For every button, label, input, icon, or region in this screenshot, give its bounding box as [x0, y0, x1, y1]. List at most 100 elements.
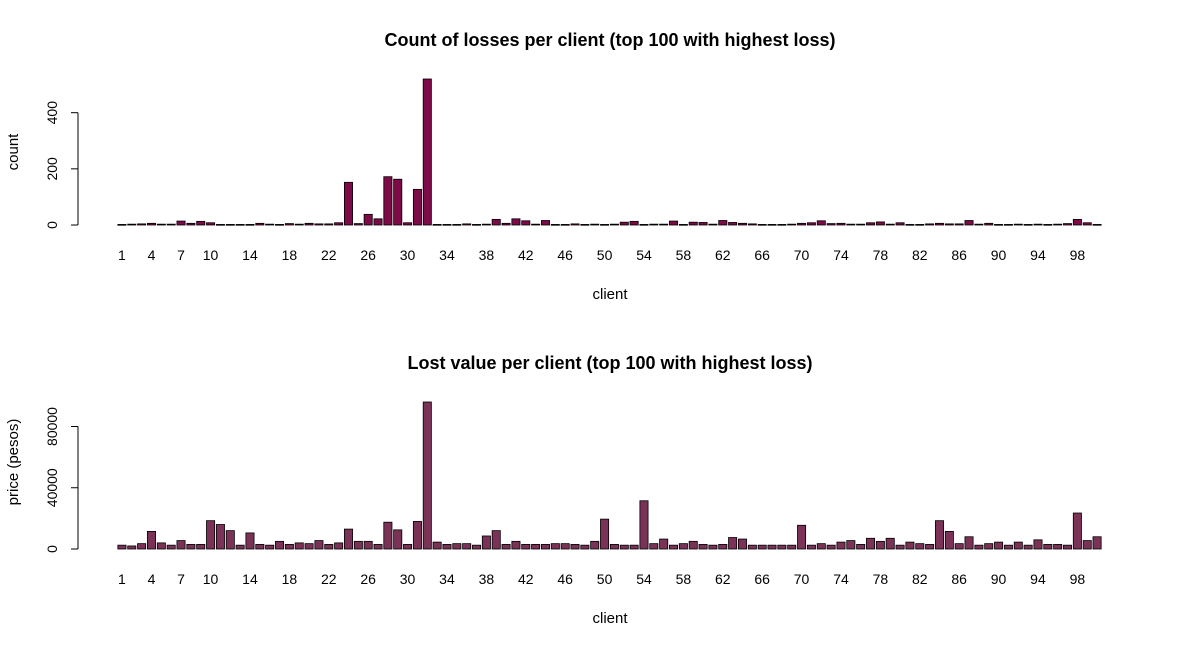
- bar-client-92: [1013, 223, 1023, 226]
- x-tick-label: 50: [597, 247, 613, 263]
- bar-client-72: [816, 543, 826, 550]
- bar-client-9: [196, 220, 206, 226]
- bar-client-72: [816, 220, 826, 226]
- bar-client-69: [787, 223, 797, 226]
- bar-client-36: [462, 223, 472, 226]
- x-tick-label: 58: [676, 247, 692, 263]
- bar-client-18: [284, 544, 294, 550]
- bar-client-94: [1033, 539, 1043, 550]
- x-tick-label: 74: [833, 571, 849, 587]
- bar-client-16: [265, 544, 275, 550]
- bar-client-96: [1053, 223, 1063, 226]
- bar-client-11: [215, 524, 225, 550]
- bar-client-71: [806, 544, 816, 550]
- bar-client-49: [590, 223, 600, 226]
- bar-client-89: [984, 222, 994, 226]
- y-axis: 0 200 400: [44, 101, 79, 229]
- bar-client-25: [353, 223, 363, 226]
- x-tick-label: 4: [148, 247, 156, 263]
- bar-client-60: [698, 222, 708, 226]
- bar-client-83: [925, 544, 935, 550]
- bar-client-86: [954, 223, 964, 226]
- bar-client-16: [265, 223, 275, 226]
- y-tick-label: 80000: [44, 407, 60, 446]
- bar-client-25: [353, 540, 363, 550]
- y-tick-label: 0: [44, 545, 60, 553]
- bar-client-92: [1013, 541, 1023, 550]
- bar-client-37: [472, 224, 482, 226]
- bar-client-7: [176, 540, 186, 550]
- bar-client-21: [314, 540, 324, 550]
- bar-client-62: [718, 220, 728, 226]
- bar-client-75: [846, 540, 856, 550]
- bar-client-85: [944, 223, 954, 226]
- x-tick-label: 22: [321, 571, 337, 587]
- x-tick-label: 98: [1070, 571, 1086, 587]
- bar-client-30: [403, 544, 413, 550]
- bar-client-89: [984, 543, 994, 550]
- bar-client-70: [797, 524, 807, 550]
- x-tick-label: 42: [518, 571, 534, 587]
- bar-client-47: [570, 223, 580, 226]
- bar-client-6: [166, 544, 176, 550]
- bar-client-4: [146, 222, 156, 226]
- bar-client-15: [255, 544, 265, 550]
- bar-client-53: [629, 544, 639, 550]
- bar-client-28: [383, 521, 393, 550]
- x-tick-label: 22: [321, 247, 337, 263]
- bar-client-98: [1072, 512, 1082, 550]
- x-tick-label: 30: [400, 571, 416, 587]
- x-tick-label: 98: [1070, 247, 1086, 263]
- bar-client-94: [1033, 223, 1043, 226]
- bar-client-22: [324, 544, 334, 550]
- x-tick-label: 66: [754, 571, 770, 587]
- x-tick-label: 90: [991, 571, 1007, 587]
- bar-client-93: [1023, 224, 1033, 226]
- bar-client-21: [314, 223, 324, 226]
- x-axis-label: client: [592, 610, 628, 627]
- x-tick-label: 26: [360, 247, 376, 263]
- bar-client-2: [127, 545, 137, 550]
- bar-client-97: [1063, 223, 1073, 226]
- bar-client-45: [550, 224, 560, 226]
- x-tick-label: 7: [177, 571, 185, 587]
- bar-client-95: [1043, 224, 1053, 226]
- bar-client-42: [521, 220, 531, 226]
- bar-client-65: [747, 544, 757, 550]
- bar-client-35: [452, 224, 462, 226]
- bar-client-61: [708, 223, 718, 226]
- bar-client-26: [363, 213, 373, 226]
- x-tick-label: 14: [242, 571, 258, 587]
- bar-client-31: [412, 521, 422, 550]
- x-tick-label: 1: [118, 247, 126, 263]
- bar-client-67: [767, 544, 777, 550]
- bar-client-26: [363, 540, 373, 550]
- bar-client-55: [649, 223, 659, 226]
- chart-title: Count of losses per client (top 100 with…: [384, 30, 835, 50]
- bar-client-48: [580, 224, 590, 226]
- bar-client-52: [619, 544, 629, 550]
- x-tick-label: 46: [557, 247, 573, 263]
- x-tick-label: 46: [557, 571, 573, 587]
- bar-client-29: [393, 178, 403, 226]
- bar-client-98: [1072, 218, 1082, 226]
- bar-client-36: [462, 543, 472, 550]
- bar-client-39: [491, 530, 501, 550]
- bar-client-5: [156, 223, 166, 226]
- bar-client-59: [688, 221, 698, 226]
- x-tick-label: 54: [636, 571, 652, 587]
- bar-client-40: [501, 544, 511, 550]
- bar-client-46: [560, 543, 570, 550]
- bar-client-99: [1082, 540, 1092, 550]
- bar-client-67: [767, 224, 777, 226]
- bar-client-80: [895, 544, 905, 550]
- bar-client-79: [885, 537, 895, 550]
- bar-client-19: [294, 542, 304, 550]
- bar-client-61: [708, 544, 718, 550]
- bar-client-27: [373, 218, 383, 226]
- bar-client-4: [146, 530, 156, 550]
- bar-client-37: [472, 544, 482, 550]
- x-tick-label: 86: [951, 571, 967, 587]
- bar-client-68: [777, 224, 787, 226]
